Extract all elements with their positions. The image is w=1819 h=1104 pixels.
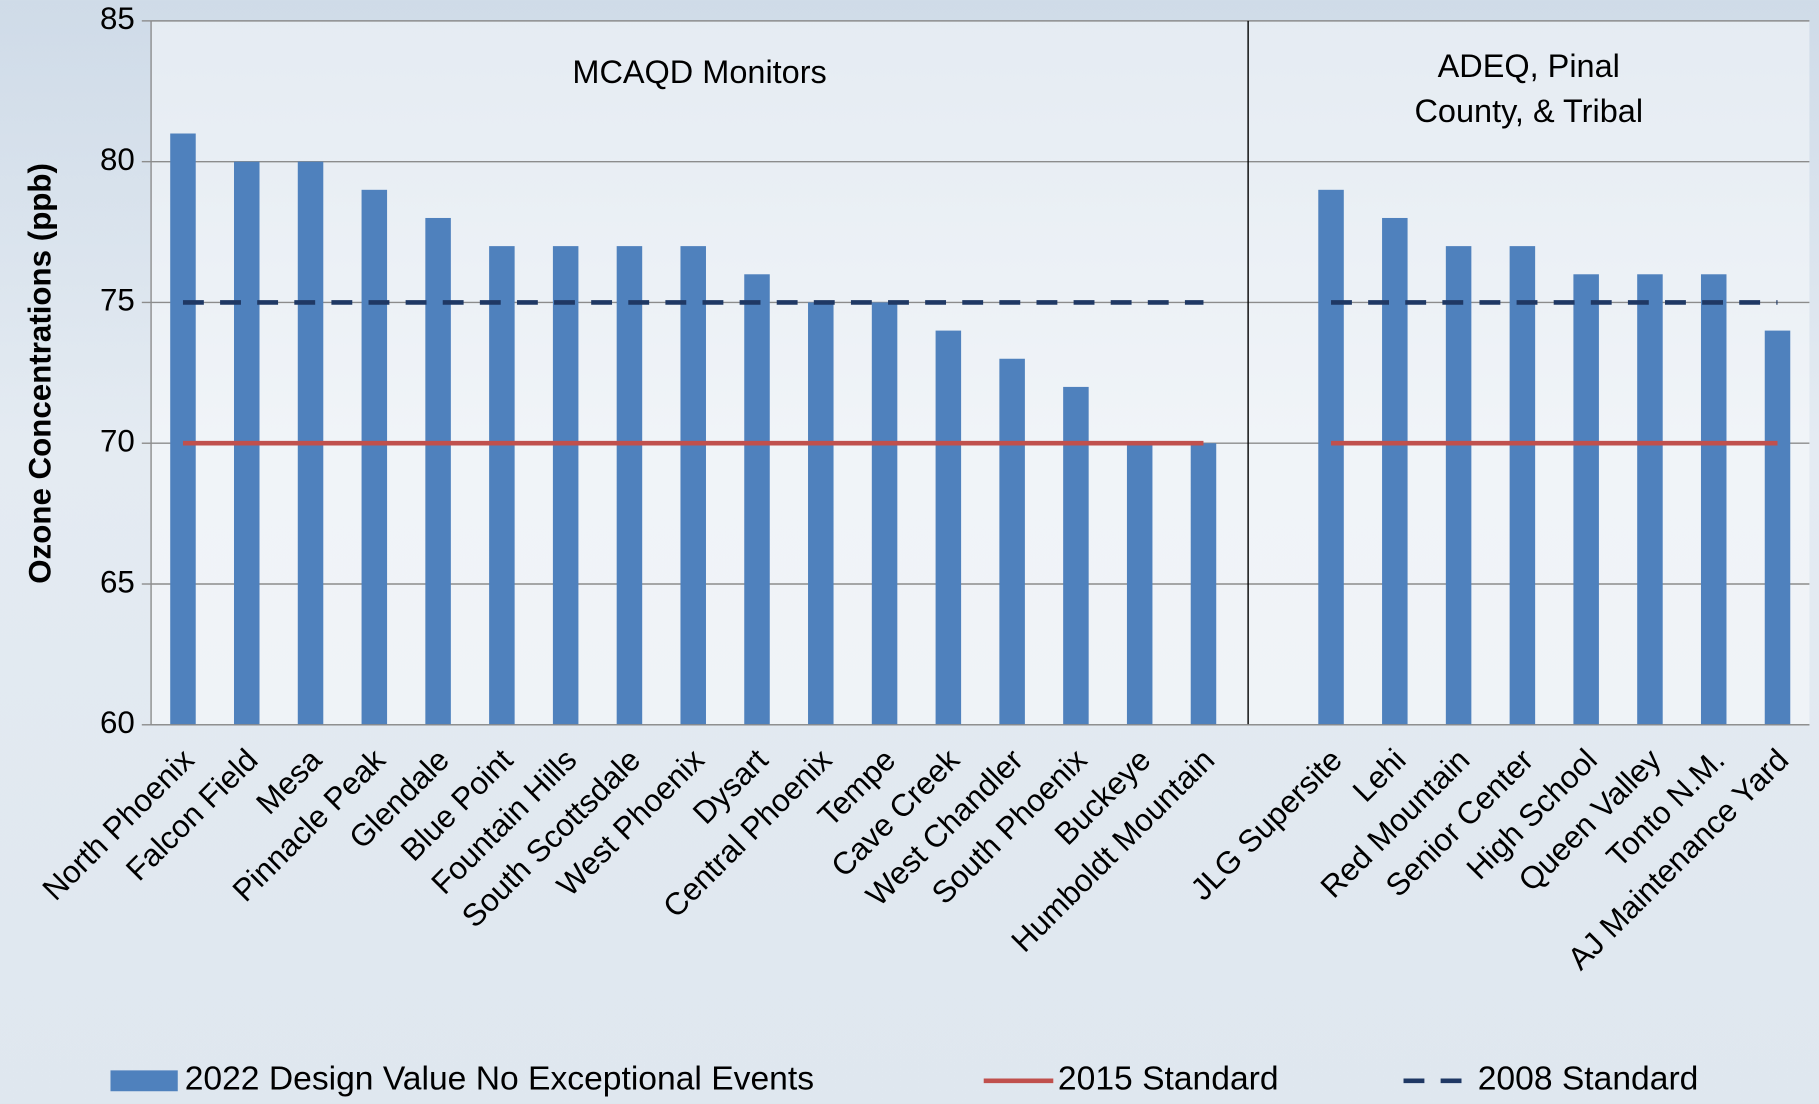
bar: [552, 246, 579, 725]
bar: [680, 246, 706, 725]
bar: [361, 189, 388, 725]
bar: [999, 358, 1025, 725]
y-tick-label: 75: [100, 283, 135, 318]
bar: [935, 330, 962, 725]
group-title: County, & Tribal: [1414, 93, 1643, 129]
bar: [170, 133, 196, 725]
group-title: ADEQ, Pinal: [1438, 48, 1620, 84]
legend-swatch: [110, 1070, 178, 1092]
bar: [1445, 246, 1472, 725]
y-tick-label: 80: [100, 142, 135, 177]
bar: [1126, 443, 1153, 725]
legend-label: 2022 Design Value No Exceptional Events: [185, 1061, 814, 1098]
group-title: MCAQD Monitors: [572, 54, 826, 90]
bar: [808, 302, 834, 725]
bar: [1764, 330, 1791, 725]
bar: [425, 217, 451, 725]
bar: [1190, 443, 1217, 725]
bar: [744, 274, 770, 725]
bar: [1573, 274, 1599, 725]
y-tick-label: 65: [100, 564, 135, 599]
legend-label: 2008 Standard: [1478, 1061, 1699, 1098]
bar: [871, 302, 898, 725]
bar: [616, 246, 643, 725]
bar: [1063, 386, 1089, 725]
bar: [1509, 246, 1536, 725]
bar: [1637, 274, 1663, 725]
legend-label: 2015 Standard: [1058, 1061, 1279, 1098]
y-tick-label: 85: [100, 1, 135, 36]
bar: [1700, 274, 1727, 725]
bar: [489, 246, 515, 725]
bar: [1318, 189, 1344, 725]
y-tick-label: 70: [100, 423, 135, 458]
bar: [1382, 217, 1408, 725]
y-tick-label: 60: [100, 705, 135, 740]
y-axis-title: Ozone Concentrations (ppb): [22, 163, 57, 584]
